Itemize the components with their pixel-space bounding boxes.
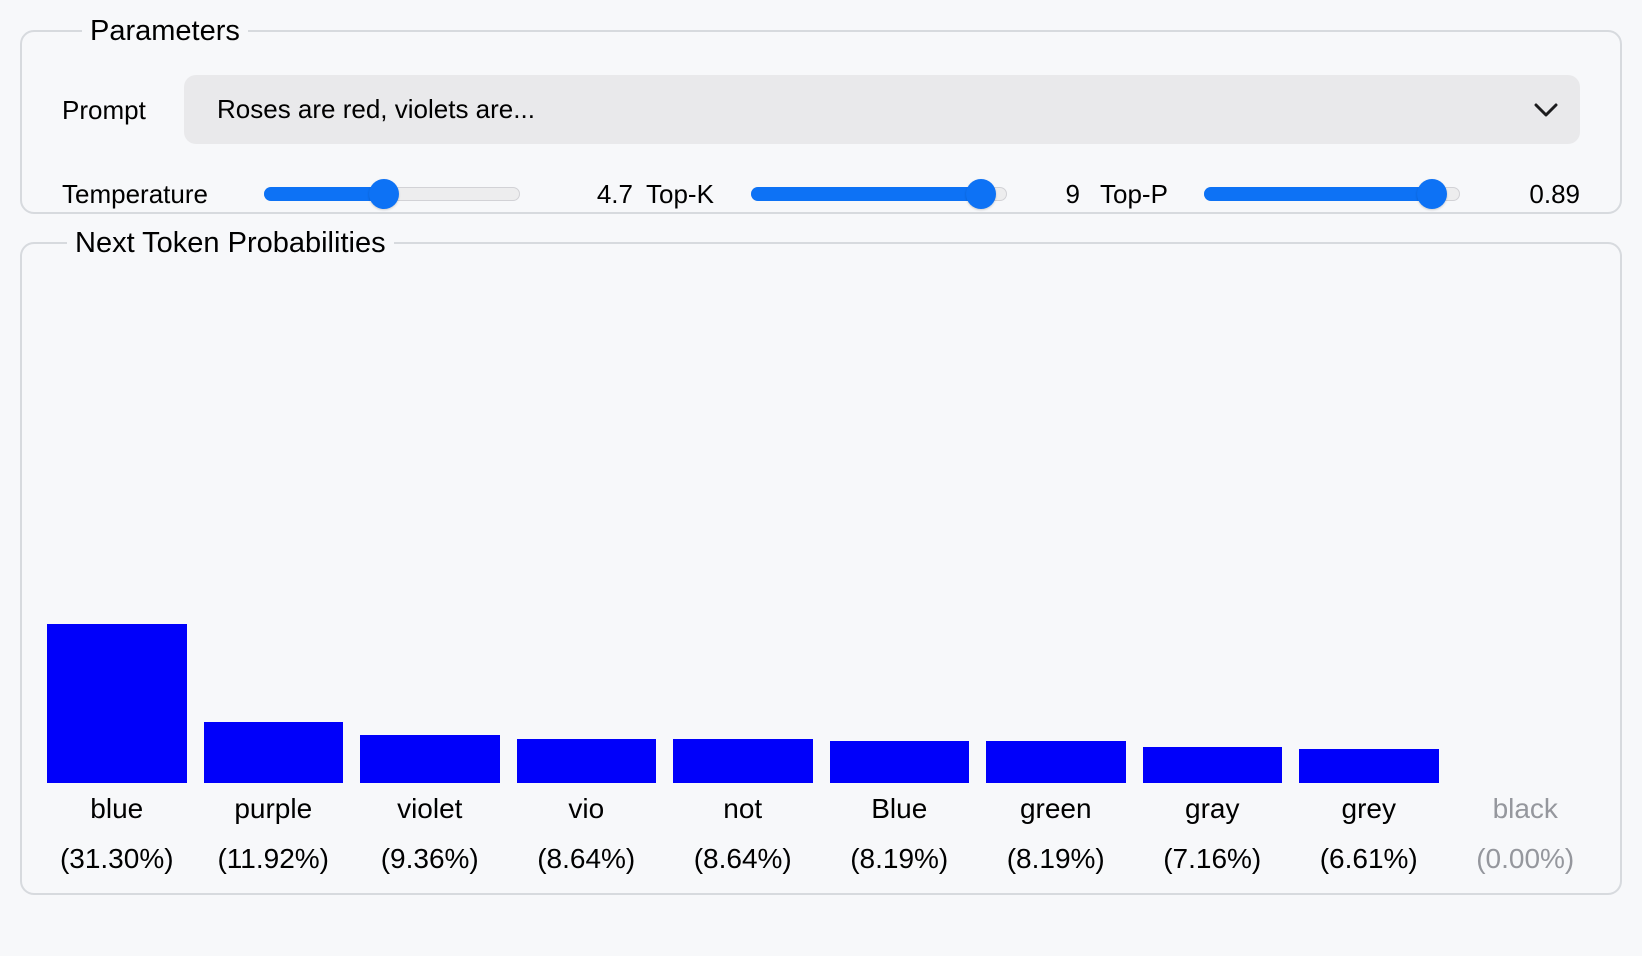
prompt-select[interactable]: Roses are red, violets are... xyxy=(184,75,1580,144)
top-k-value: 9 xyxy=(1065,179,1080,209)
top-k-label: Top-K xyxy=(646,179,714,209)
token-probability: (11.92%) xyxy=(217,843,330,874)
token-probability: (6.61%) xyxy=(1319,843,1418,874)
token-label: blue xyxy=(90,793,144,824)
token-probability: (8.19%) xyxy=(850,843,949,874)
token-label: purple xyxy=(234,793,313,824)
token-bar xyxy=(1142,747,1282,783)
next-token-probabilities-legend: Next Token Probabilities xyxy=(75,227,386,259)
temperature-slider[interactable] xyxy=(264,179,520,209)
token-bar xyxy=(1299,749,1439,783)
next-token-probabilities-panel: Next Token Probabilities blue (31.30%) pur… xyxy=(20,225,1622,895)
top-p-label: Top-P xyxy=(1100,179,1168,209)
top-p-slider-fill xyxy=(1204,187,1432,201)
token-probability: (8.64%) xyxy=(693,843,792,874)
temperature-slider-fill xyxy=(264,187,385,201)
token-column-violet: violet (9.36%) xyxy=(360,261,500,893)
token-column-not: not (8.64%) xyxy=(673,261,813,893)
token-label: vio xyxy=(568,793,605,824)
sliders-row: Temperature 4.7 Top-K 9 Top-P 0.89 xyxy=(62,176,1580,212)
prompt-row: Prompt Roses are red, violets are... xyxy=(62,75,1580,144)
token-column-blue: blue (31.30%) xyxy=(47,261,187,893)
prompt-label: Prompt xyxy=(62,94,146,125)
token-column-gray: gray (7.16%) xyxy=(1142,261,1282,893)
top-k-slider-fill xyxy=(751,187,982,201)
chevron-down-icon xyxy=(1534,103,1558,116)
token-label: black xyxy=(1492,793,1558,824)
token-bar xyxy=(360,735,500,783)
top-p-value: 0.89 xyxy=(1529,179,1580,209)
token-probability: (8.64%) xyxy=(537,843,636,874)
top-k-slider-thumb[interactable] xyxy=(966,179,997,209)
token-probability: (7.16%) xyxy=(1163,843,1262,874)
token-column-grey: grey (6.61%) xyxy=(1299,261,1439,893)
token-column-green: green (8.19%) xyxy=(986,261,1126,893)
token-probability: (8.19%) xyxy=(1006,843,1105,874)
token-bar xyxy=(203,722,343,783)
top-p-slider-thumb[interactable] xyxy=(1416,179,1447,209)
token-column-purple: purple (11.92%) xyxy=(203,261,343,893)
token-bar xyxy=(829,741,969,783)
token-label: green xyxy=(1019,793,1092,824)
top-k-slider[interactable] xyxy=(751,179,1007,209)
token-label: grey xyxy=(1341,793,1396,824)
temperature-value: 4.7 xyxy=(596,179,633,209)
token-bar xyxy=(47,624,187,783)
token-column-blue: Blue (8.19%) xyxy=(829,261,969,893)
token-probability: (0.00%) xyxy=(1476,843,1575,874)
temperature-label: Temperature xyxy=(62,179,208,209)
token-label: Blue xyxy=(871,793,928,824)
token-bar xyxy=(673,739,813,783)
top-p-slider[interactable] xyxy=(1204,179,1460,209)
parameters-legend: Parameters xyxy=(90,15,240,47)
temperature-slider-thumb[interactable] xyxy=(369,179,400,209)
token-column-vio: vio (8.64%) xyxy=(516,261,656,893)
token-probability: (31.30%) xyxy=(59,843,174,874)
token-bar xyxy=(986,741,1126,783)
parameters-panel: Parameters Prompt Roses are red, violets… xyxy=(20,13,1622,214)
token-bar xyxy=(516,739,656,783)
token-label: violet xyxy=(397,793,463,824)
prompt-select-value: Roses are red, violets are... xyxy=(217,94,535,124)
token-probability: (9.36%) xyxy=(380,843,479,874)
token-column-black: black (0.00%) xyxy=(1456,261,1596,893)
token-label: gray xyxy=(1185,793,1240,824)
token-columns: blue (31.30%) purple (11.92%) violet (9.36%) v… xyxy=(47,261,1595,893)
token-label: not xyxy=(723,793,763,824)
